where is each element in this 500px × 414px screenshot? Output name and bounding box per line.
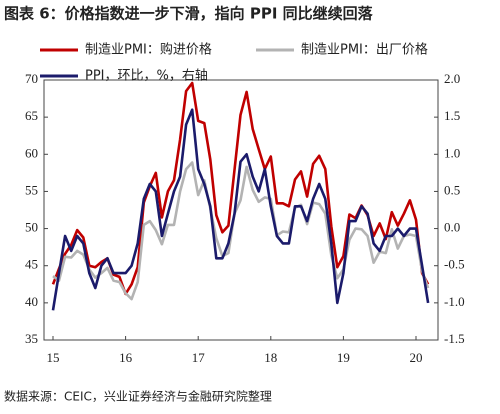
y-tick-label: 65 xyxy=(25,108,38,123)
y2-tick-label: 0.0 xyxy=(444,220,460,235)
legend-label: 制造业PMI：购进价格 xyxy=(85,42,212,58)
y2-tick-label: -0.5 xyxy=(444,257,465,272)
y-tick-label: 40 xyxy=(25,294,38,309)
series-line xyxy=(51,108,430,311)
x-tick-label: 19 xyxy=(337,350,350,365)
x-tick-label: 16 xyxy=(119,350,133,365)
x-tick-label: 15 xyxy=(47,350,60,365)
legend-label: PPI，环比，%，右轴 xyxy=(85,69,208,84)
chart-title: 图表 6：价格指数进一步下滑，指向 PPI 同比继续回落 xyxy=(4,5,374,23)
y-tick-label: 45 xyxy=(25,257,38,272)
y2-tick-label: 1.5 xyxy=(444,108,460,123)
plot-frame xyxy=(43,79,439,341)
y-tick-label: 55 xyxy=(25,182,38,197)
y2-tick-label: 2.0 xyxy=(444,71,460,86)
y-tick-label: 35 xyxy=(25,331,38,346)
source-note: 数据来源：CEIC，兴业证券经济与金融研究院整理 xyxy=(4,389,272,404)
x-tick-label: 20 xyxy=(410,350,423,365)
y2-tick-label: -1.5 xyxy=(444,331,465,346)
x-tick-label: 18 xyxy=(264,350,277,365)
y2-tick-label: -1.0 xyxy=(444,294,465,309)
series-line xyxy=(52,161,430,301)
y-tick-label: 70 xyxy=(25,71,38,86)
x-tick-label: 17 xyxy=(192,350,206,365)
y2-tick-label: 1.0 xyxy=(444,145,460,160)
y2-tick-label: 0.5 xyxy=(444,182,460,197)
legend-label: 制造业PMI：出厂价格 xyxy=(301,42,428,58)
y-tick-label: 50 xyxy=(25,220,38,235)
y-tick-label: 60 xyxy=(25,145,38,160)
